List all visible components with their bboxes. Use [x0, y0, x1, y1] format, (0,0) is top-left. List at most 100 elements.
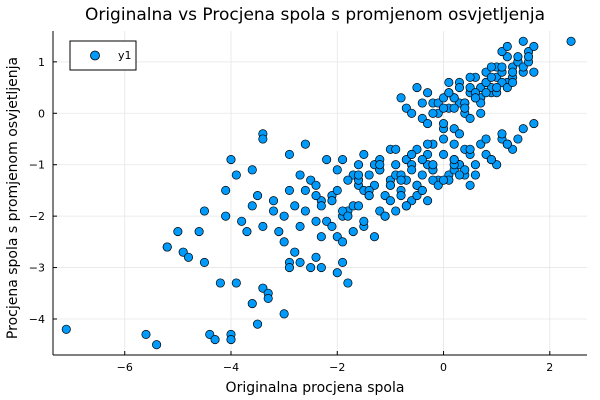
data-point [481, 88, 491, 98]
data-point [412, 83, 422, 93]
data-point [221, 211, 231, 221]
data-point [284, 149, 294, 159]
data-point [396, 175, 406, 185]
data-point [502, 41, 512, 51]
data-point [465, 144, 475, 154]
data-point [428, 108, 438, 118]
data-point [162, 242, 172, 252]
data-point [417, 185, 427, 195]
data-point [417, 170, 427, 180]
data-point [396, 191, 406, 201]
data-point [391, 144, 401, 154]
data-point [423, 119, 433, 129]
data-point [316, 201, 326, 211]
data-point [513, 52, 523, 62]
data-point [465, 180, 475, 190]
data-point [290, 247, 300, 257]
data-point [566, 36, 576, 46]
data-point [364, 170, 374, 180]
data-point [295, 257, 305, 267]
data-point [338, 155, 348, 165]
data-point [401, 201, 411, 211]
y-axis-label: Procjena spola s promjenom osvjetljenja [5, 57, 21, 339]
y-tick-label: −3 [29, 262, 45, 275]
data-point [253, 319, 263, 329]
y-tick-label: 0 [38, 107, 45, 120]
data-point [221, 185, 231, 195]
data-point [152, 340, 162, 350]
data-point [364, 191, 374, 201]
data-point [183, 252, 194, 262]
data-point [353, 201, 364, 211]
y-tick-label: −2 [29, 210, 45, 223]
data-point [396, 93, 406, 103]
x-tick-label: −4 [223, 361, 239, 374]
data-point [417, 98, 427, 108]
data-point [300, 206, 310, 216]
data-point [295, 221, 305, 231]
data-point [268, 206, 279, 216]
data-point [279, 211, 289, 221]
data-point [311, 180, 321, 190]
data-point [332, 268, 342, 278]
axis-ticks: −6 −4 −2 0 2 −4 −3 −2 −1 0 1 [29, 56, 554, 374]
data-point [444, 77, 454, 87]
data-point [258, 134, 268, 144]
data-point [327, 221, 337, 231]
y-tick-label: 1 [38, 56, 45, 69]
data-point [492, 83, 502, 93]
data-point [369, 232, 380, 242]
data-point [311, 216, 321, 226]
data-point [444, 88, 454, 98]
y-tick-label: −4 [29, 313, 45, 326]
data-point [529, 41, 539, 51]
data-point [438, 149, 449, 159]
data-point [338, 257, 348, 267]
data-point [465, 113, 475, 123]
data-point [279, 237, 289, 247]
data-point [438, 119, 449, 129]
data-point [359, 149, 369, 159]
data-point [199, 257, 209, 267]
x-tick-label: −6 [117, 361, 133, 374]
data-point [343, 175, 353, 185]
data-point [407, 149, 417, 159]
data-point [353, 170, 364, 180]
data-point [529, 119, 539, 129]
data-point [375, 160, 385, 170]
data-point [327, 196, 337, 206]
data-point [247, 165, 257, 175]
chart-title: Originalna vs Procjena spola s promjenom… [85, 5, 545, 25]
data-point [231, 278, 241, 288]
data-point [476, 108, 486, 118]
data-point [470, 160, 480, 170]
data-point [237, 216, 247, 226]
x-tick-label: 0 [440, 361, 447, 374]
data-point [438, 175, 449, 185]
data-point [391, 160, 401, 170]
data-point [348, 227, 358, 237]
y-tick-label: −1 [29, 159, 45, 172]
data-point [508, 77, 518, 87]
data-point [194, 227, 204, 237]
data-point [486, 72, 496, 82]
plot-frame [52, 31, 587, 356]
data-point [295, 170, 305, 180]
data-point [454, 83, 465, 93]
data-point [460, 103, 470, 113]
data-point [497, 62, 507, 72]
data-point [454, 129, 465, 139]
data-point [438, 134, 449, 144]
data-point [428, 160, 438, 170]
data-point [253, 191, 263, 201]
data-point [338, 237, 348, 247]
data-point [481, 134, 491, 144]
data-point [242, 227, 252, 237]
data-point [332, 165, 342, 175]
data-point [173, 227, 183, 237]
data-point [449, 155, 459, 165]
data-point [300, 185, 310, 195]
data-point [407, 165, 417, 175]
data-point [215, 278, 225, 288]
